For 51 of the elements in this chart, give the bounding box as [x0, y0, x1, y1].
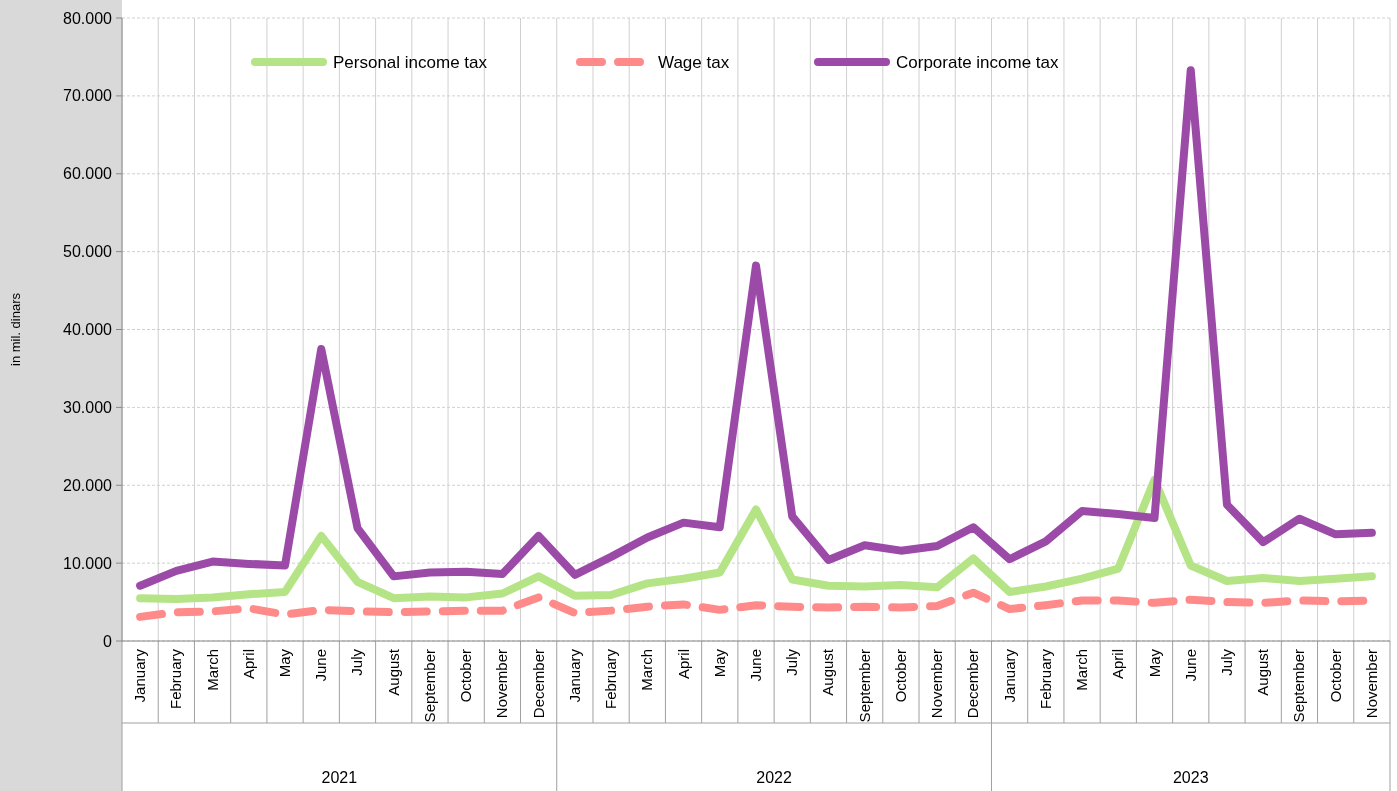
x-tick-label: January — [131, 648, 149, 703]
legend-label: Personal income tax — [333, 52, 488, 72]
x-tick-label: November — [493, 649, 511, 719]
x-tick-label: May — [1145, 648, 1163, 678]
y-tick-label: 10.000 — [63, 554, 113, 572]
x-tick-label: July — [348, 648, 366, 676]
x-tick-label: March — [203, 649, 221, 691]
y-tick-label: 40.000 — [63, 321, 113, 339]
x-tick-label: August — [1254, 648, 1272, 696]
x-tick-label: October — [457, 649, 475, 703]
legend-label: Wage tax — [658, 52, 730, 72]
x-tick-label: February — [167, 648, 185, 710]
text: 2023 — [1172, 769, 1209, 786]
y-tick-label: 60.000 — [63, 165, 113, 183]
y-tick-label: 20.000 — [63, 476, 113, 494]
x-tick-label: April — [674, 649, 692, 680]
x-tick-label: March — [1073, 649, 1091, 691]
y-tick-label: 0 — [103, 632, 113, 650]
x-tick-label: April — [1109, 649, 1127, 680]
x-tick-label: September — [855, 649, 873, 723]
x-tick-label: July — [783, 648, 801, 676]
x-tick-label: March — [638, 649, 656, 691]
x-tick-label: April — [239, 649, 257, 680]
y-axis-title: in mil. dinars — [8, 292, 23, 366]
x-tick-label: February — [1036, 648, 1054, 710]
x-tick-label: August — [384, 648, 402, 696]
x-tick-label: July — [1217, 648, 1235, 676]
y-tick-label: 80.000 — [63, 9, 113, 27]
x-tick-label: September — [1290, 649, 1308, 723]
x-tick-label: May — [276, 648, 294, 678]
x-tick-label: September — [420, 649, 438, 723]
x-tick-label: February — [602, 648, 620, 710]
legend-label: Corporate income tax — [896, 52, 1060, 72]
y-tick-label: 50.000 — [63, 243, 113, 261]
x-tick-label: June — [1181, 649, 1199, 682]
x-tick-label: January — [1000, 648, 1018, 703]
x-tick-label: May — [710, 648, 728, 678]
text: 2021 — [321, 769, 358, 786]
x-tick-label: January — [565, 648, 583, 703]
x-tick-label: October — [891, 649, 909, 703]
x-tick-label: June — [312, 649, 330, 682]
x-tick-label: August — [819, 648, 837, 696]
text: 2022 — [756, 769, 793, 786]
y-tick-label: 30.000 — [63, 398, 113, 416]
x-tick-label: November — [928, 649, 946, 719]
x-tick-label: December — [964, 649, 982, 719]
y-tick-label: 70.000 — [63, 87, 113, 105]
x-tick-label: October — [1326, 649, 1344, 703]
x-tick-label: December — [529, 649, 547, 719]
x-tick-label: November — [1362, 649, 1380, 719]
x-tick-label: June — [747, 649, 764, 682]
